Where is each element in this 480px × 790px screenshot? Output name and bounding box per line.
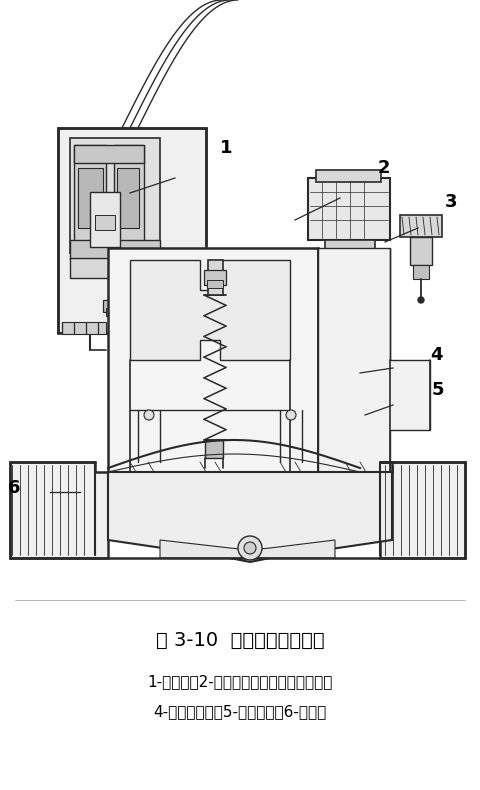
Text: 1-电磁头；2-流量调节手柄；外排气螺丝；: 1-电磁头；2-流量调节手柄；外排气螺丝； [147, 675, 333, 690]
Text: 4-电磁阀上腔；5-橡皮隔膜；6-导流孔: 4-电磁阀上腔；5-橡皮隔膜；6-导流孔 [154, 705, 326, 720]
Bar [74, 145, 144, 163]
Text: 5: 5 [432, 381, 444, 399]
Bar [95, 215, 115, 230]
Circle shape [286, 410, 296, 420]
Bar [70, 138, 160, 253]
Text: 1: 1 [220, 139, 232, 157]
Text: 6: 6 [8, 479, 21, 497]
Bar [117, 168, 139, 228]
Circle shape [418, 297, 424, 303]
Polygon shape [160, 540, 335, 558]
Circle shape [238, 536, 262, 560]
Bar [316, 170, 381, 182]
Bar [70, 258, 110, 278]
Bar [78, 168, 103, 228]
Text: 4: 4 [430, 346, 443, 364]
Bar [103, 300, 128, 312]
Bar [62, 322, 106, 334]
Bar [204, 270, 226, 285]
Polygon shape [108, 472, 392, 562]
Text: 3: 3 [445, 193, 457, 211]
Polygon shape [318, 248, 430, 480]
Polygon shape [380, 462, 465, 558]
Bar [336, 286, 364, 294]
Circle shape [144, 410, 154, 420]
Text: 2: 2 [378, 159, 391, 177]
Bar [70, 240, 160, 260]
Bar [330, 268, 370, 280]
Bar [58, 128, 206, 333]
Circle shape [244, 542, 256, 554]
Bar [344, 345, 362, 353]
Bar [106, 308, 126, 316]
Bar [118, 258, 158, 278]
Polygon shape [130, 260, 290, 360]
Bar [308, 178, 390, 240]
Bar [207, 280, 223, 288]
Bar [400, 215, 442, 237]
Polygon shape [10, 462, 108, 558]
Bar [325, 240, 375, 268]
Bar [413, 265, 429, 279]
Bar [342, 336, 364, 348]
Bar [114, 145, 144, 245]
Bar [410, 237, 432, 265]
Bar [208, 260, 223, 295]
Bar [74, 145, 106, 245]
Bar [108, 248, 318, 478]
Bar [333, 278, 367, 288]
Bar [90, 192, 120, 247]
Text: 图 3-10  电磁阀结构示意图: 图 3-10 电磁阀结构示意图 [156, 630, 324, 649]
Bar [205, 440, 223, 458]
